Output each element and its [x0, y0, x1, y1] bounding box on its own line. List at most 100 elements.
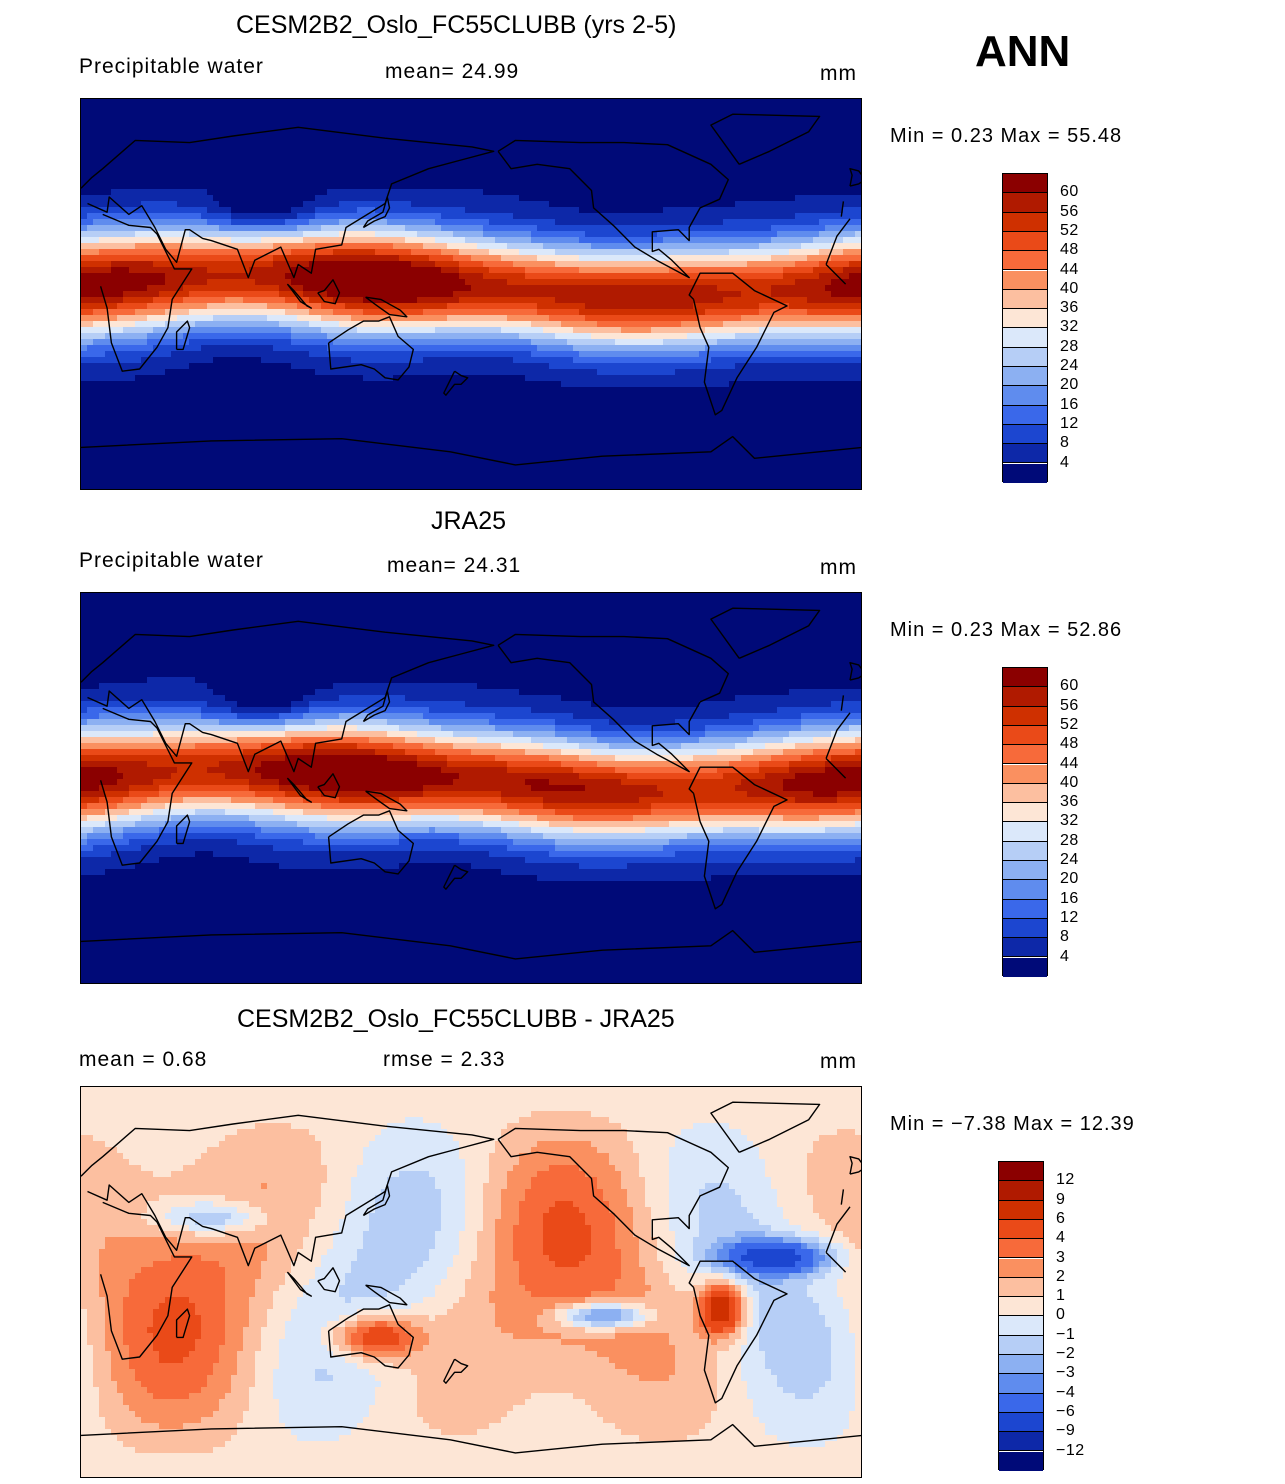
- colorbar-tick-label: 44: [1060, 261, 1079, 278]
- colorbar-swatch: [1003, 725, 1047, 746]
- colorbar-swatch: [999, 1374, 1043, 1394]
- colorbar-swatch: [1003, 328, 1047, 348]
- colorbar-swatch: [1003, 212, 1047, 232]
- colorbar-swatch: [1003, 270, 1047, 290]
- coastline: [497, 633, 729, 773]
- colorbar-swatch: [999, 1239, 1043, 1259]
- panel2-mean-label: mean= 24.31: [387, 555, 521, 576]
- colorbar-swatch: [1003, 193, 1047, 213]
- coastline: [365, 296, 408, 318]
- colorbar-tick-label: 3: [1056, 1249, 1065, 1266]
- colorbar-tick-label: 56: [1060, 697, 1079, 714]
- colorbar-swatch: [999, 1412, 1043, 1433]
- coastline: [497, 1127, 729, 1267]
- panel1-variable-label: Precipitable water: [79, 56, 264, 77]
- colorbar-swatch: [1003, 347, 1047, 367]
- coastline: [81, 1114, 845, 1267]
- colorbar-swatch: [1003, 899, 1047, 919]
- colorbar-tick-label: 0: [1056, 1307, 1065, 1323]
- colorbar-tick-label: 2: [1056, 1268, 1065, 1285]
- coastline: [365, 1284, 408, 1306]
- colorbar-tick-label: 8: [1060, 435, 1069, 451]
- panel2-units-label: mm: [820, 557, 857, 578]
- colorbar-swatch: [1003, 668, 1047, 688]
- colorbar-swatch: [999, 1393, 1043, 1413]
- colorbar-tick-label: 40: [1060, 280, 1079, 297]
- colorbar-tick-label: 4: [1056, 1230, 1065, 1246]
- colorbar-tick-label: −3: [1056, 1365, 1075, 1381]
- panel3-units-label: mm: [820, 1051, 857, 1072]
- colorbar-box: [998, 1161, 1044, 1471]
- colorbar-tick-label: 40: [1060, 774, 1079, 791]
- colorbar-swatch: [1003, 309, 1047, 329]
- colorbar-tick-label: 36: [1060, 794, 1079, 810]
- coastline: [710, 1101, 821, 1153]
- colorbar-swatch: [1003, 822, 1047, 842]
- colorbar-tick-label: 28: [1060, 832, 1079, 849]
- colorbar-tick-label: 44: [1060, 755, 1079, 772]
- coastline: [286, 283, 312, 309]
- colorbar-swatch: [999, 1277, 1043, 1298]
- colorbar-swatch: [999, 1297, 1043, 1317]
- colorbar-tick-label: 48: [1060, 736, 1079, 752]
- colorbar-swatch: [1003, 918, 1047, 939]
- coastline: [81, 929, 861, 960]
- coastline: [362, 1184, 391, 1217]
- coastline: [317, 1267, 341, 1293]
- coastline: [362, 690, 391, 723]
- colorbar-tick-label: −4: [1056, 1384, 1075, 1401]
- colorbar-tick-label: 56: [1060, 203, 1079, 220]
- colorbar-swatch: [1003, 386, 1047, 406]
- coastline: [81, 435, 861, 466]
- colorbar-swatch: [1003, 174, 1047, 194]
- colorbar-tick-label: 1: [1056, 1288, 1065, 1304]
- panel3-map: [80, 1086, 862, 1478]
- colorbar-tick-label: 36: [1060, 300, 1079, 316]
- colorbar-swatch: [999, 1258, 1043, 1278]
- colorbar-swatch: [999, 1162, 1043, 1182]
- colorbar-swatch: [1003, 231, 1047, 252]
- colorbar-tick-label: −6: [1056, 1403, 1075, 1420]
- coastline: [81, 620, 845, 773]
- coastline: [362, 196, 391, 229]
- colorbar-swatch: [1003, 861, 1047, 881]
- colorbar-swatch: [1003, 803, 1047, 823]
- panel1-mean-label: mean= 24.99: [385, 61, 519, 82]
- panel1-minmax: Min = 0.23 Max = 55.48: [890, 126, 1122, 146]
- panel3-mean-label: mean = 0.68: [79, 1049, 207, 1070]
- colorbar-tick-label: 16: [1060, 396, 1079, 413]
- panel3-minmax: Min = −7.38 Max = 12.39: [890, 1114, 1135, 1134]
- colorbar-swatch: [999, 1219, 1043, 1240]
- coastline: [175, 1308, 191, 1339]
- coastline: [327, 810, 414, 875]
- colorbar-swatch: [1003, 463, 1047, 483]
- coastline: [443, 1358, 469, 1384]
- colorbar-swatch: [999, 1316, 1043, 1336]
- colorbar-tick-label: 32: [1060, 319, 1079, 335]
- coastline: [443, 370, 469, 396]
- panel2-variable-label: Precipitable water: [79, 550, 264, 571]
- colorbar-tick-label: 6: [1056, 1210, 1065, 1227]
- coastline: [849, 662, 861, 681]
- panel1-units-label: mm: [820, 63, 857, 84]
- colorbar-swatch: [999, 1451, 1043, 1471]
- coastline: [849, 168, 861, 187]
- coastline: [688, 1260, 788, 1404]
- colorbar-swatch: [1003, 764, 1047, 784]
- colorbar-swatch: [1003, 687, 1047, 707]
- colorbar-tick-label: 24: [1060, 852, 1079, 868]
- colorbar-swatch: [999, 1200, 1043, 1220]
- coastline: [175, 320, 191, 351]
- colorbar-tick-label: −1: [1056, 1326, 1075, 1343]
- panel2-map: [80, 592, 862, 984]
- coastline: [99, 213, 851, 372]
- coastline: [81, 1423, 861, 1454]
- coastline: [99, 1201, 851, 1360]
- coastline: [688, 766, 788, 910]
- colorbar-swatch: [999, 1355, 1043, 1375]
- panel1-title: CESM2B2_Oslo_FC55CLUBB (yrs 2-5): [236, 13, 676, 38]
- coastline: [317, 279, 341, 305]
- colorbar-swatch: [1003, 289, 1047, 310]
- colorbar-swatch: [999, 1181, 1043, 1201]
- coastline: [286, 1271, 312, 1297]
